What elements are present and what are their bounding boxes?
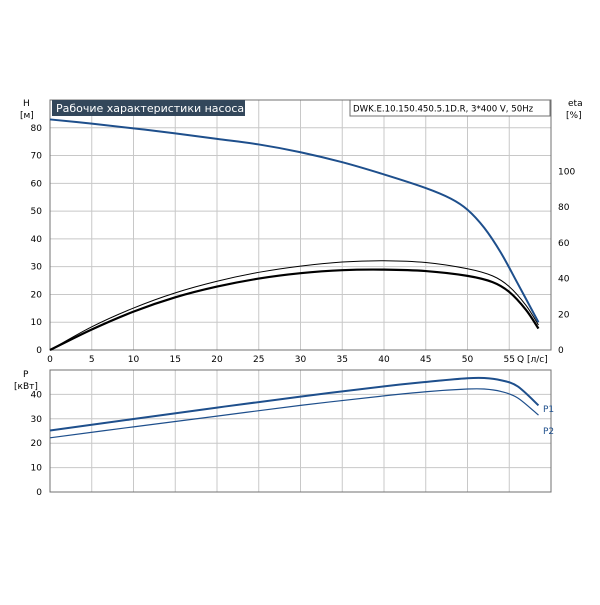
y-left-tick-label: 60 [31,179,43,189]
y-left-tick-label: 30 [31,263,43,273]
y-left-axis-unit: [м] [20,111,34,121]
top-plot-frame [49,99,552,351]
x-tick-label: 30 [295,355,307,365]
tick-labels: 0 5 10 15 20 25 30 35 40 45 50 55 0 10 20 30 40 50 60 70 80 0… [31,124,576,498]
y-left-tick-label: 40 [31,235,43,245]
y-right-tick-label: 60 [558,239,570,249]
model-label-box [349,99,551,117]
power-tick-label: 40 [31,390,43,400]
y-right-axis-label: eta [568,99,583,109]
curves [49,118,540,439]
p1-curve [49,376,540,432]
y-right-tick-label: 80 [558,203,570,213]
bottom-plot-frame [49,369,552,493]
y-left-tick-label: 50 [31,207,43,217]
legend-p2: P2 [543,427,554,437]
y-left-tick-label: 70 [31,152,43,162]
power-tick-label: 30 [31,415,43,425]
model-label: DWK.E.10.150.450.5.1D.R, 3*400 V, 50Hz [353,105,534,115]
y-right-axis-unit: [%] [566,111,582,121]
x-tick-label: 20 [211,355,223,365]
x-tick-label: 25 [253,355,264,365]
x-tick-label: 40 [378,355,390,365]
y-left-tick-label: 20 [31,290,43,300]
x-tick-label: 55 [504,355,515,365]
power-axis-label: P [23,370,29,380]
y-right-tick-label: 100 [558,167,575,177]
legend: P1 P2 [543,405,554,437]
x-tick-label: 5 [89,355,95,365]
p2-curve [49,388,539,439]
x-tick-label: 15 [170,355,181,365]
y-left-axis-label: H [23,99,30,109]
power-tick-label: 0 [36,488,42,498]
y-right-tick-label: 20 [558,310,570,320]
x-tick-label: 50 [462,355,474,365]
power-tick-label: 10 [31,464,43,474]
x-tick-label: 35 [337,355,348,365]
y-left-tick-label: 10 [31,318,43,328]
head-curve [49,118,540,323]
title-box [52,100,245,116]
y-left-tick-label: 0 [36,346,42,356]
chart-title: Рабочие характеристики насоса [56,102,244,115]
legend-p1: P1 [543,405,554,415]
x-tick-label: 10 [128,355,140,365]
efficiency-upper-curve [49,260,539,351]
top-grid [49,100,551,350]
y-right-tick-label: 40 [558,275,570,285]
x-tick-label: 0 [47,355,53,365]
x-axis-label: Q [л/с] [517,355,548,365]
y-left-tick-label: 80 [31,124,43,134]
x-tick-label: 45 [420,355,431,365]
efficiency-lower-curve [49,268,540,351]
power-tick-label: 20 [31,439,43,449]
y-right-tick-label: 0 [558,346,564,356]
power-axis-unit: [кВт] [14,382,38,392]
